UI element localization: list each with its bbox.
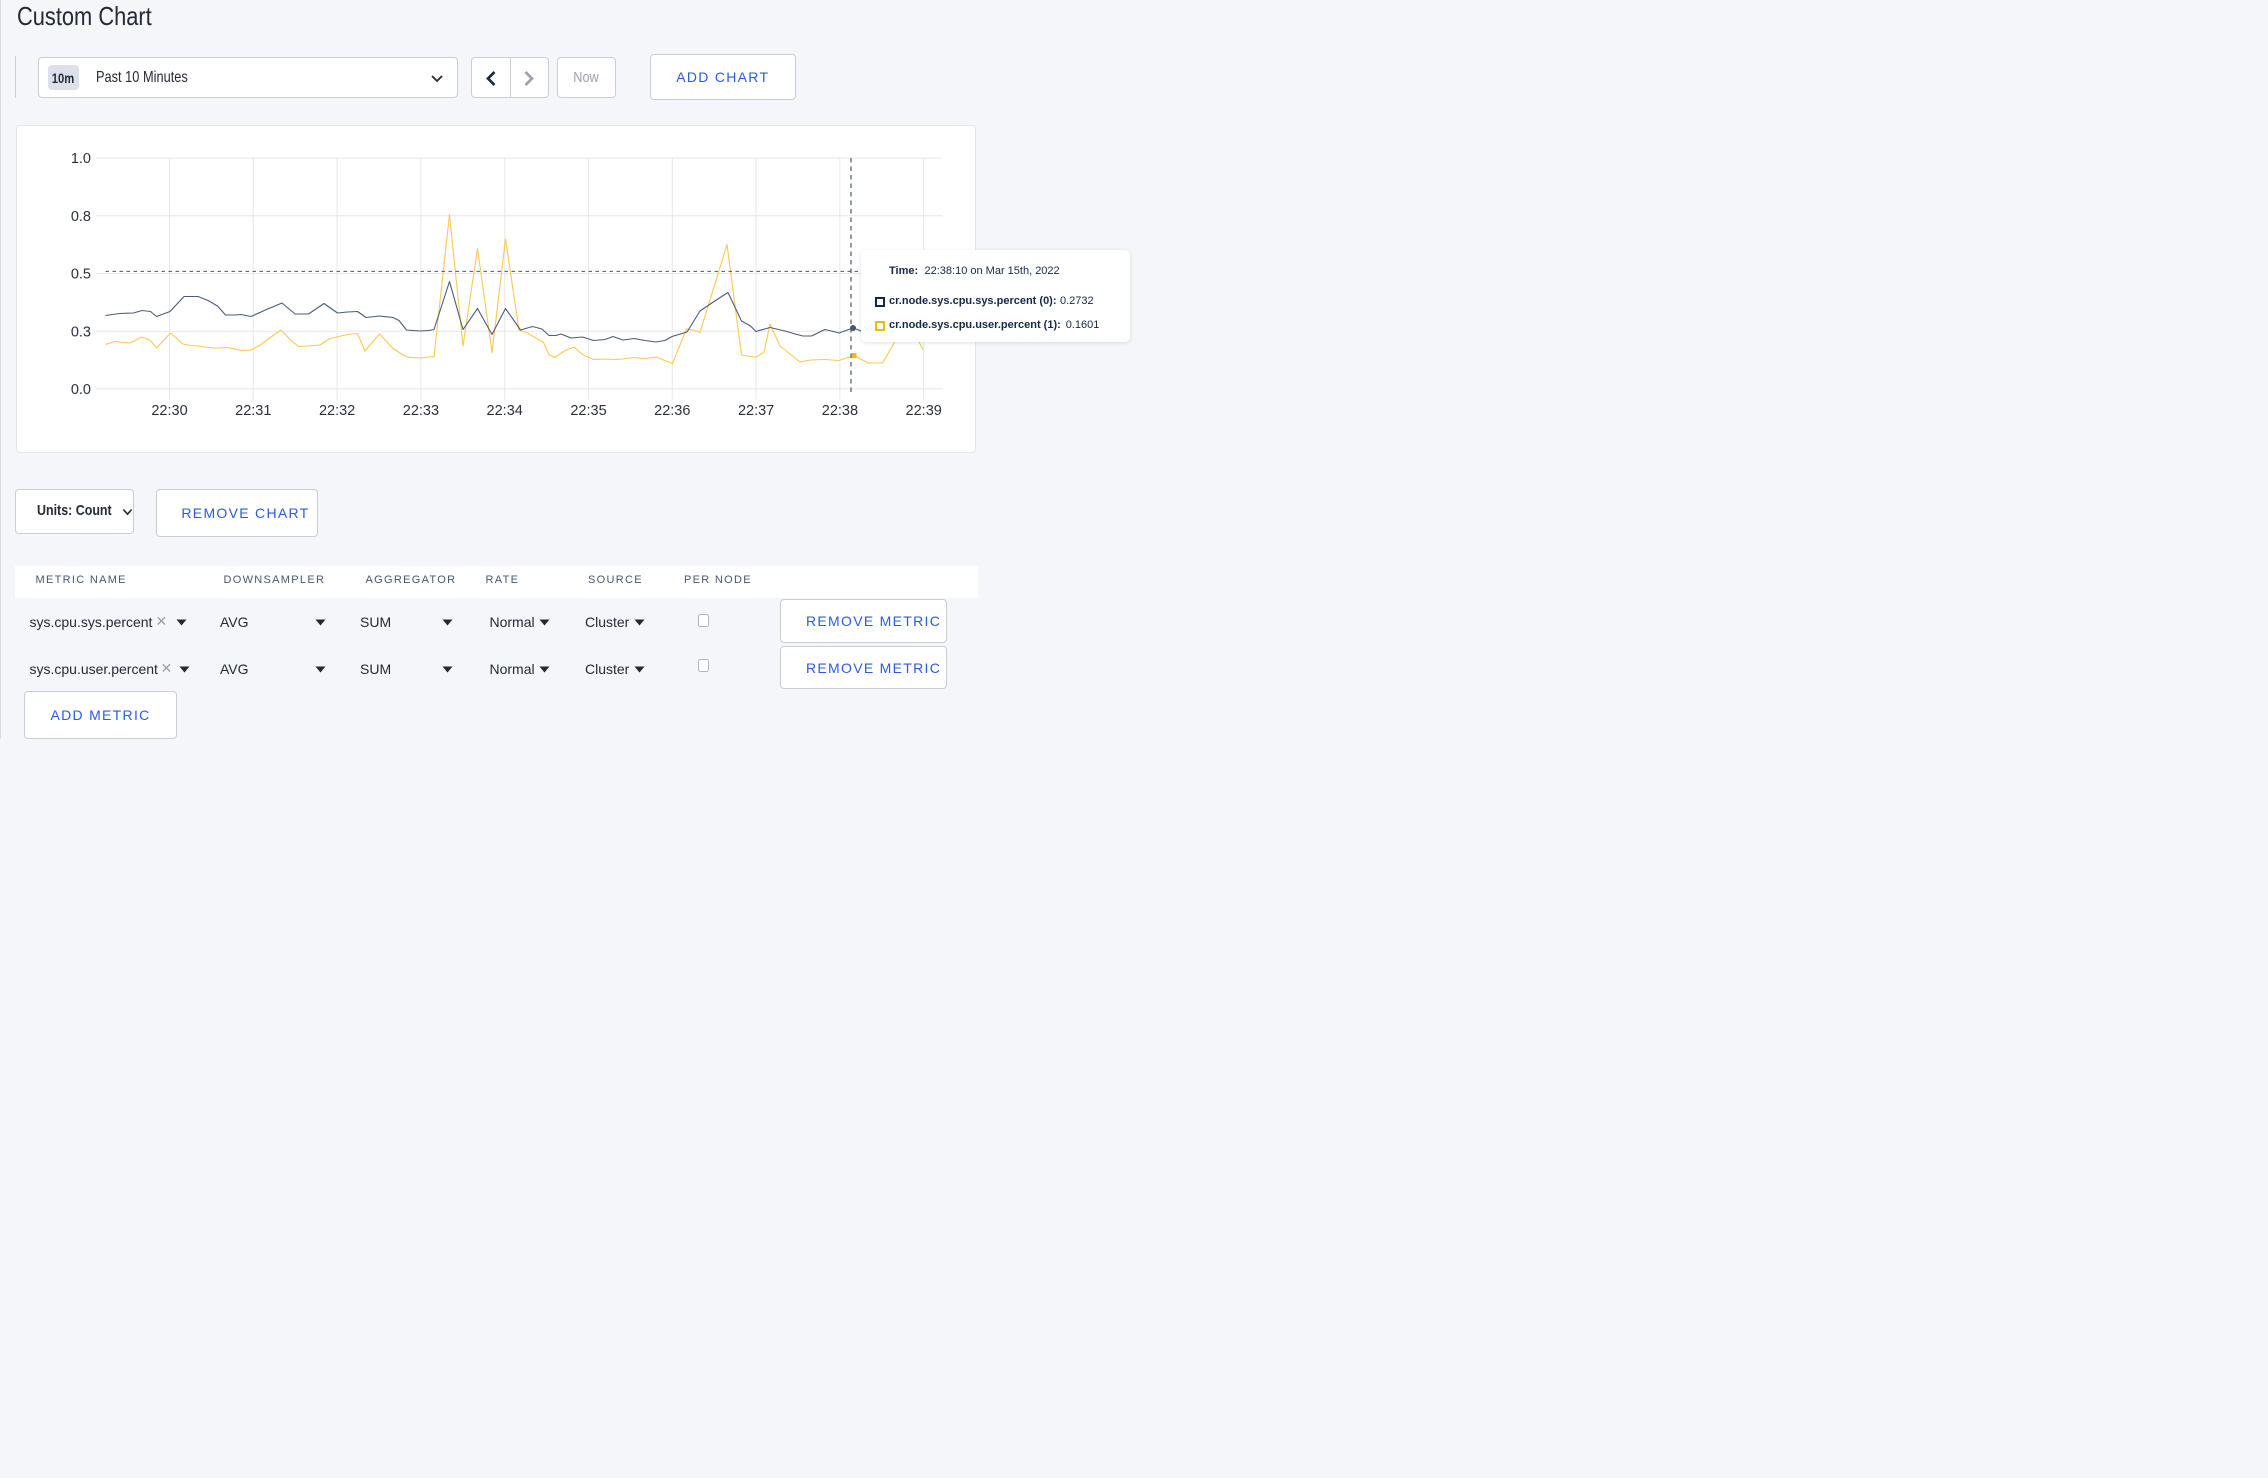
svg-text:0.0: 0.0 <box>71 382 91 398</box>
svg-text:22:37: 22:37 <box>738 403 774 419</box>
svg-text:22:35: 22:35 <box>570 403 606 419</box>
svg-text:22:36: 22:36 <box>654 403 690 419</box>
svg-text:22:33: 22:33 <box>403 403 439 419</box>
svg-text:0.5: 0.5 <box>71 267 91 283</box>
svg-text:0.8: 0.8 <box>71 209 91 225</box>
svg-text:22:34: 22:34 <box>487 403 523 419</box>
svg-text:22:38: 22:38 <box>822 403 858 419</box>
svg-text:22:39: 22:39 <box>906 403 942 419</box>
svg-text:22:31: 22:31 <box>235 403 271 419</box>
svg-text:0.3: 0.3 <box>71 324 91 340</box>
svg-text:1.0: 1.0 <box>71 151 91 167</box>
svg-text:22:30: 22:30 <box>151 403 187 419</box>
svg-text:22:32: 22:32 <box>319 403 355 419</box>
